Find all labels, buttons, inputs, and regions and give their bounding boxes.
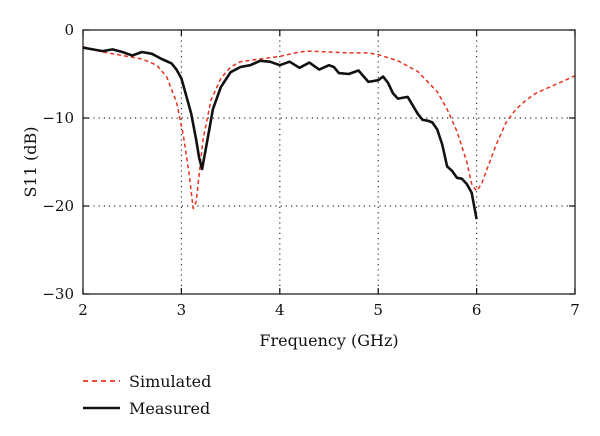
legend-measured-label: Measured [129, 399, 210, 418]
x-tick-label-3: 3 [177, 301, 187, 319]
x-tick-label-5: 5 [373, 301, 383, 319]
plot-lines [82, 45, 576, 220]
series-measured-line [82, 46, 478, 220]
grid-lines [83, 30, 575, 294]
x-axis-label: Frequency (GHz) [259, 331, 398, 350]
y-tick-label-0: 0 [64, 21, 74, 39]
y-tick-label--20: −20 [42, 197, 74, 215]
plot-frame [82, 29, 576, 295]
x-tick-label-7: 7 [570, 301, 580, 319]
x-tick-label-4: 4 [275, 301, 285, 319]
y-axis-label: S11 (dB) [21, 127, 40, 198]
legend: Simulated Measured [83, 372, 211, 418]
y-tick-label--10: −10 [42, 109, 74, 127]
legend-simulated-label: Simulated [129, 372, 211, 391]
y-tick-label--30: −30 [42, 285, 74, 303]
tick-marks [82, 29, 576, 295]
series-simulated-line [82, 45, 576, 210]
tick-labels: 2 3 4 5 6 7 0 −10 −20 −30 [42, 21, 579, 319]
x-tick-label-6: 6 [472, 301, 482, 319]
x-tick-label-2: 2 [78, 301, 88, 319]
